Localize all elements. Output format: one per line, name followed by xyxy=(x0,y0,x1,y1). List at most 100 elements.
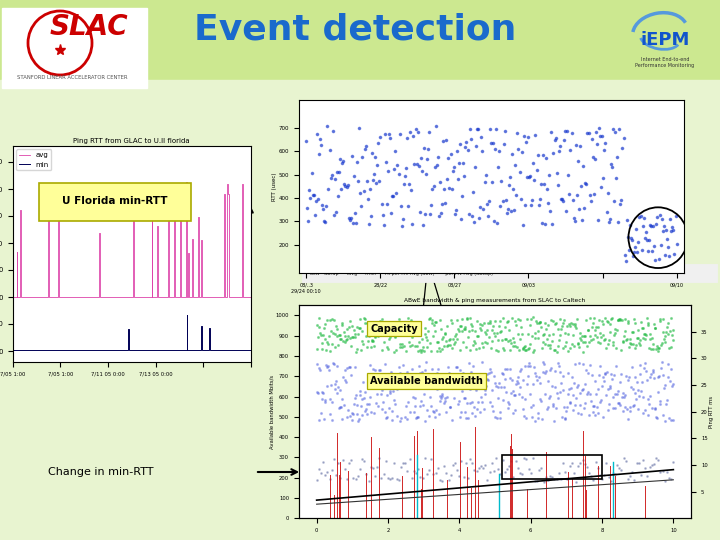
Point xyxy=(454,472,465,481)
Point xyxy=(462,314,473,323)
Point xyxy=(410,320,422,328)
Point xyxy=(626,362,638,371)
Point xyxy=(433,410,445,418)
Point xyxy=(628,385,639,394)
Point xyxy=(340,181,351,190)
Point xyxy=(412,413,423,422)
Point xyxy=(424,393,436,401)
Point xyxy=(558,136,570,144)
Point xyxy=(302,204,313,212)
Point xyxy=(435,392,446,401)
Point xyxy=(323,332,335,341)
Point xyxy=(595,396,607,404)
Point xyxy=(570,320,581,328)
Point xyxy=(467,321,478,330)
Point xyxy=(397,381,408,390)
Point xyxy=(577,338,588,347)
Point xyxy=(351,345,362,353)
Point xyxy=(580,366,592,375)
Point xyxy=(448,393,459,402)
Point xyxy=(640,359,652,367)
Point xyxy=(610,325,621,334)
Point xyxy=(624,339,636,348)
Point xyxy=(475,461,487,470)
Point xyxy=(541,321,553,329)
Point xyxy=(366,148,378,157)
Point xyxy=(400,346,412,355)
Point xyxy=(655,364,667,373)
Point xyxy=(488,329,500,338)
avg xyxy=(154,294,163,300)
Point xyxy=(439,199,451,207)
Point xyxy=(390,147,401,156)
Point xyxy=(459,394,471,403)
Point xyxy=(527,454,539,462)
Point xyxy=(546,127,557,136)
Point xyxy=(467,458,478,467)
Point xyxy=(446,319,457,328)
Point xyxy=(363,219,374,228)
Point xyxy=(612,316,624,325)
Point xyxy=(336,159,348,168)
Point xyxy=(329,175,341,184)
Point xyxy=(433,365,444,374)
Point xyxy=(539,389,551,398)
Point xyxy=(629,243,641,252)
Point xyxy=(533,201,544,210)
Point xyxy=(657,370,669,379)
Point xyxy=(408,408,420,417)
Point xyxy=(385,209,397,218)
Point xyxy=(597,132,608,141)
Point xyxy=(620,402,631,411)
Point xyxy=(544,471,556,480)
Point xyxy=(615,314,626,323)
Point xyxy=(465,367,477,376)
Point xyxy=(645,222,657,231)
Point xyxy=(617,407,629,416)
Point xyxy=(544,392,556,400)
Point xyxy=(482,475,493,484)
Point xyxy=(419,210,431,218)
Point xyxy=(404,407,415,416)
Point xyxy=(598,174,609,183)
Point xyxy=(582,369,594,377)
Point xyxy=(495,327,507,335)
Point xyxy=(467,341,479,349)
Point xyxy=(348,399,359,408)
Point xyxy=(435,208,446,217)
Point xyxy=(592,384,603,393)
Point xyxy=(454,346,466,354)
Point xyxy=(465,135,477,144)
Point xyxy=(327,416,338,424)
Point xyxy=(312,195,324,204)
Point xyxy=(453,396,464,405)
min xyxy=(149,347,158,353)
Point xyxy=(504,336,516,345)
Point xyxy=(369,333,380,342)
Point xyxy=(349,333,361,342)
Point xyxy=(384,320,395,328)
Point xyxy=(432,338,444,347)
Point xyxy=(372,332,384,340)
Point xyxy=(382,391,393,400)
Point xyxy=(330,377,342,386)
Point xyxy=(627,252,639,261)
Point xyxy=(610,403,621,412)
Point xyxy=(585,389,596,398)
Point xyxy=(559,415,571,423)
Y-axis label: RTT (usec): RTT (usec) xyxy=(272,172,277,200)
Point xyxy=(378,220,390,229)
Point xyxy=(464,124,475,133)
Point xyxy=(417,380,428,389)
Point xyxy=(490,454,502,462)
Point xyxy=(322,468,333,476)
Point xyxy=(534,318,546,326)
Point xyxy=(405,317,416,326)
Point xyxy=(328,359,339,367)
Point xyxy=(534,373,545,382)
Point xyxy=(508,185,519,193)
Point xyxy=(453,327,464,335)
Point xyxy=(426,347,437,356)
Point xyxy=(559,342,570,351)
Point xyxy=(538,179,549,188)
